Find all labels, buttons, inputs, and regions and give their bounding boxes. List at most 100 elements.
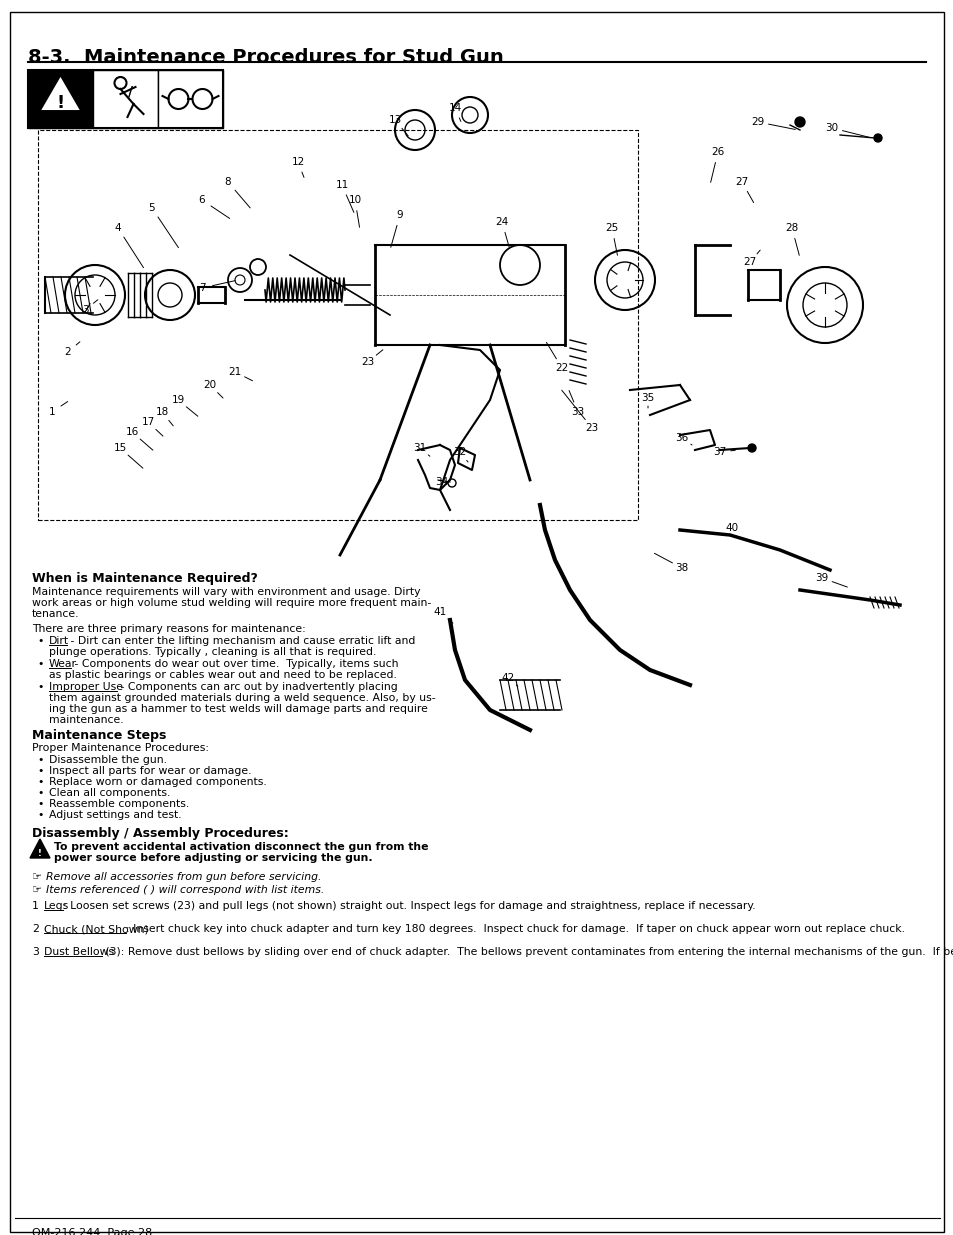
Text: •: • xyxy=(37,810,43,820)
FancyBboxPatch shape xyxy=(158,70,223,128)
Text: : Insert chuck key into chuck adapter and turn key 180 degrees.  Inspect chuck f: : Insert chuck key into chuck adapter an… xyxy=(126,924,903,934)
Text: Clean all components.: Clean all components. xyxy=(49,788,171,798)
Text: 27: 27 xyxy=(742,257,756,267)
Text: 23: 23 xyxy=(585,424,598,433)
Text: 42: 42 xyxy=(501,673,514,683)
Text: 39: 39 xyxy=(815,573,828,583)
Circle shape xyxy=(747,445,755,452)
Text: OM-216 244  Page 28: OM-216 244 Page 28 xyxy=(32,1228,152,1235)
Text: Adjust settings and test.: Adjust settings and test. xyxy=(49,810,181,820)
Text: Remove all accessories from gun before servicing.: Remove all accessories from gun before s… xyxy=(46,872,321,882)
Text: Dirt: Dirt xyxy=(49,636,69,646)
Text: 3: 3 xyxy=(32,947,39,957)
Text: To prevent accidental activation disconnect the gun from the: To prevent accidental activation disconn… xyxy=(54,842,428,852)
Text: 40: 40 xyxy=(724,522,738,534)
Text: Maintenance requirements will vary with environment and usage. Dirty: Maintenance requirements will vary with … xyxy=(32,587,420,597)
Text: power source before adjusting or servicing the gun.: power source before adjusting or servici… xyxy=(54,853,373,863)
Polygon shape xyxy=(43,79,78,109)
Text: 19: 19 xyxy=(172,395,185,405)
Text: 22: 22 xyxy=(555,363,568,373)
Text: ☞: ☞ xyxy=(32,885,42,895)
Text: 26: 26 xyxy=(711,147,724,157)
Text: Wear: Wear xyxy=(49,659,77,669)
Text: 14: 14 xyxy=(448,103,461,112)
Text: 33: 33 xyxy=(571,408,584,417)
Text: !: ! xyxy=(38,848,42,857)
Text: plunge operations. Typically , cleaning is all that is required.: plunge operations. Typically , cleaning … xyxy=(49,647,376,657)
Text: Chuck (Not Shown): Chuck (Not Shown) xyxy=(44,924,149,934)
Text: 27: 27 xyxy=(735,177,748,186)
Text: Dust Bellows: Dust Bellows xyxy=(44,947,114,957)
Text: •: • xyxy=(37,636,43,646)
Text: •: • xyxy=(37,788,43,798)
Text: 9: 9 xyxy=(396,210,403,220)
Text: !: ! xyxy=(56,94,65,112)
Circle shape xyxy=(873,135,882,142)
Text: Reassemble components.: Reassemble components. xyxy=(49,799,189,809)
Text: tenance.: tenance. xyxy=(32,609,79,619)
Text: them against grounded materials during a weld sequence. Also, by us-: them against grounded materials during a… xyxy=(49,693,436,703)
Text: Improper Use: Improper Use xyxy=(49,682,123,692)
Text: 36: 36 xyxy=(675,433,688,443)
Text: 6: 6 xyxy=(198,195,205,205)
Text: ☞: ☞ xyxy=(32,872,42,882)
FancyBboxPatch shape xyxy=(28,70,92,128)
Text: •: • xyxy=(37,755,43,764)
Text: 28: 28 xyxy=(784,224,798,233)
Text: When is Maintenance Required?: When is Maintenance Required? xyxy=(32,572,257,585)
Text: •: • xyxy=(37,682,43,692)
Text: Proper Maintenance Procedures:: Proper Maintenance Procedures: xyxy=(32,743,209,753)
Text: 4: 4 xyxy=(114,224,121,233)
Text: 8-3.  Maintenance Procedures for Stud Gun: 8-3. Maintenance Procedures for Stud Gun xyxy=(28,48,503,67)
Text: 37: 37 xyxy=(713,447,726,457)
Text: 13: 13 xyxy=(388,115,401,125)
Text: 1: 1 xyxy=(49,408,55,417)
Text: Maintenance Steps: Maintenance Steps xyxy=(32,729,166,742)
Text: •: • xyxy=(37,766,43,776)
Text: There are three primary reasons for maintenance:: There are three primary reasons for main… xyxy=(32,624,305,634)
Text: : Loosen set screws (23) and pull legs (not shown) straight out. Inspect legs fo: : Loosen set screws (23) and pull legs (… xyxy=(63,902,755,911)
Text: 2: 2 xyxy=(65,347,71,357)
Text: Items referenced ( ) will correspond with list items.: Items referenced ( ) will correspond wit… xyxy=(46,885,324,895)
Text: 41: 41 xyxy=(433,606,446,618)
Text: as plastic bearings or cables wear out and need to be replaced.: as plastic bearings or cables wear out a… xyxy=(49,671,396,680)
Text: 3: 3 xyxy=(82,305,89,315)
Text: 16: 16 xyxy=(125,427,138,437)
Text: •: • xyxy=(37,777,43,787)
Text: 1: 1 xyxy=(32,902,39,911)
Text: 7: 7 xyxy=(198,283,205,293)
Text: maintenance.: maintenance. xyxy=(49,715,124,725)
Text: 11: 11 xyxy=(335,180,348,190)
Text: 20: 20 xyxy=(203,380,216,390)
Text: 38: 38 xyxy=(675,563,688,573)
Text: 35: 35 xyxy=(640,393,654,403)
Text: ing the gun as a hammer to test welds will damage parts and require: ing the gun as a hammer to test welds wi… xyxy=(49,704,428,714)
Text: Disassembly / Assembly Procedures:: Disassembly / Assembly Procedures: xyxy=(32,827,289,840)
Text: 12: 12 xyxy=(291,157,304,167)
Text: 25: 25 xyxy=(605,224,618,233)
Text: 8: 8 xyxy=(225,177,231,186)
FancyBboxPatch shape xyxy=(92,70,158,128)
Text: Legs: Legs xyxy=(44,902,70,911)
Text: 17: 17 xyxy=(141,417,154,427)
Text: •: • xyxy=(37,799,43,809)
Text: 34: 34 xyxy=(435,477,448,487)
Text: - Dirt can enter the lifting mechanism and cause erratic lift and: - Dirt can enter the lifting mechanism a… xyxy=(67,636,415,646)
Text: 15: 15 xyxy=(113,443,127,453)
Text: 18: 18 xyxy=(155,408,169,417)
Text: (3): Remove dust bellows by sliding over end of chuck adapter.  The bellows prev: (3): Remove dust bellows by sliding over… xyxy=(101,947,953,957)
Text: 29: 29 xyxy=(751,117,763,127)
Text: •: • xyxy=(37,659,43,669)
Text: Replace worn or damaged components.: Replace worn or damaged components. xyxy=(49,777,267,787)
Text: Disassemble the gun.: Disassemble the gun. xyxy=(49,755,167,764)
Text: 5: 5 xyxy=(149,203,155,212)
Text: 30: 30 xyxy=(824,124,838,133)
Text: 32: 32 xyxy=(453,447,466,457)
Text: - Components do wear out over time.  Typically, items such: - Components do wear out over time. Typi… xyxy=(71,659,398,669)
Text: - Components can arc out by inadvertently placing: - Components can arc out by inadvertentl… xyxy=(117,682,397,692)
Text: /: / xyxy=(128,84,132,98)
Text: 31: 31 xyxy=(413,443,426,453)
Text: 2: 2 xyxy=(32,924,39,934)
Text: 23: 23 xyxy=(361,357,375,367)
Text: 21: 21 xyxy=(228,367,241,377)
